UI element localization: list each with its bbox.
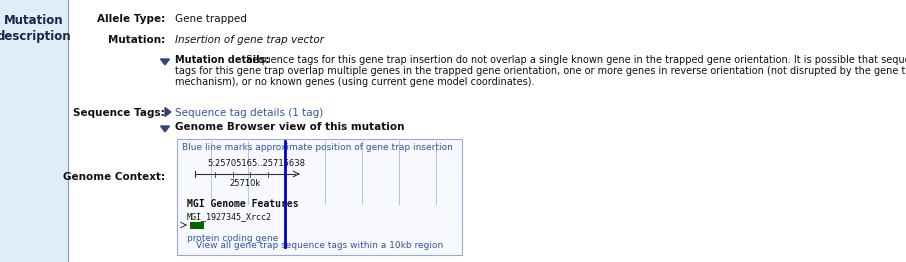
Text: Sequence tag details (1 tag): Sequence tag details (1 tag) [175,108,323,118]
Text: Mutation details:: Mutation details: [175,55,269,65]
Text: Sequence tags for this gene trap insertion do not overlap a single known gene in: Sequence tags for this gene trap inserti… [243,55,906,65]
Text: mechanism), or no known genes (using current gene model coordinates).: mechanism), or no known genes (using cur… [175,77,535,87]
Polygon shape [160,126,169,132]
Text: tags for this gene trap overlap multiple genes in the trapped gene orientation, : tags for this gene trap overlap multiple… [175,66,906,76]
Polygon shape [165,107,171,117]
Text: 5:25705165..25715638: 5:25705165..25715638 [207,159,305,168]
Text: Sequence Tags:: Sequence Tags: [73,108,165,118]
Bar [0,0,68,262]
Text: Insertion of gene trap vector: Insertion of gene trap vector [175,35,324,45]
Bar [190,222,204,229]
Text: Allele Type:: Allele Type: [97,14,165,24]
Polygon shape [160,59,169,65]
Text: View all gene trap sequence tags within a 10kb region: View all gene trap sequence tags within … [196,241,443,250]
Text: Blue line marks approximate position of gene trap insertion: Blue line marks approximate position of … [182,143,453,152]
Text: MGI Genome Features: MGI Genome Features [187,199,299,209]
Text: protein coding gene: protein coding gene [187,234,278,243]
Text: Gene trapped: Gene trapped [175,14,246,24]
Text: Mutation
description: Mutation description [0,14,72,43]
Text: Mutation:: Mutation: [108,35,165,45]
Text: Genome Context:: Genome Context: [63,172,165,182]
Text: 25710k: 25710k [229,179,261,188]
Text: MGI_1927345_Xrcc2: MGI_1927345_Xrcc2 [187,212,272,221]
Text: Genome Browser view of this mutation: Genome Browser view of this mutation [175,122,404,132]
Bar [177,139,462,255]
